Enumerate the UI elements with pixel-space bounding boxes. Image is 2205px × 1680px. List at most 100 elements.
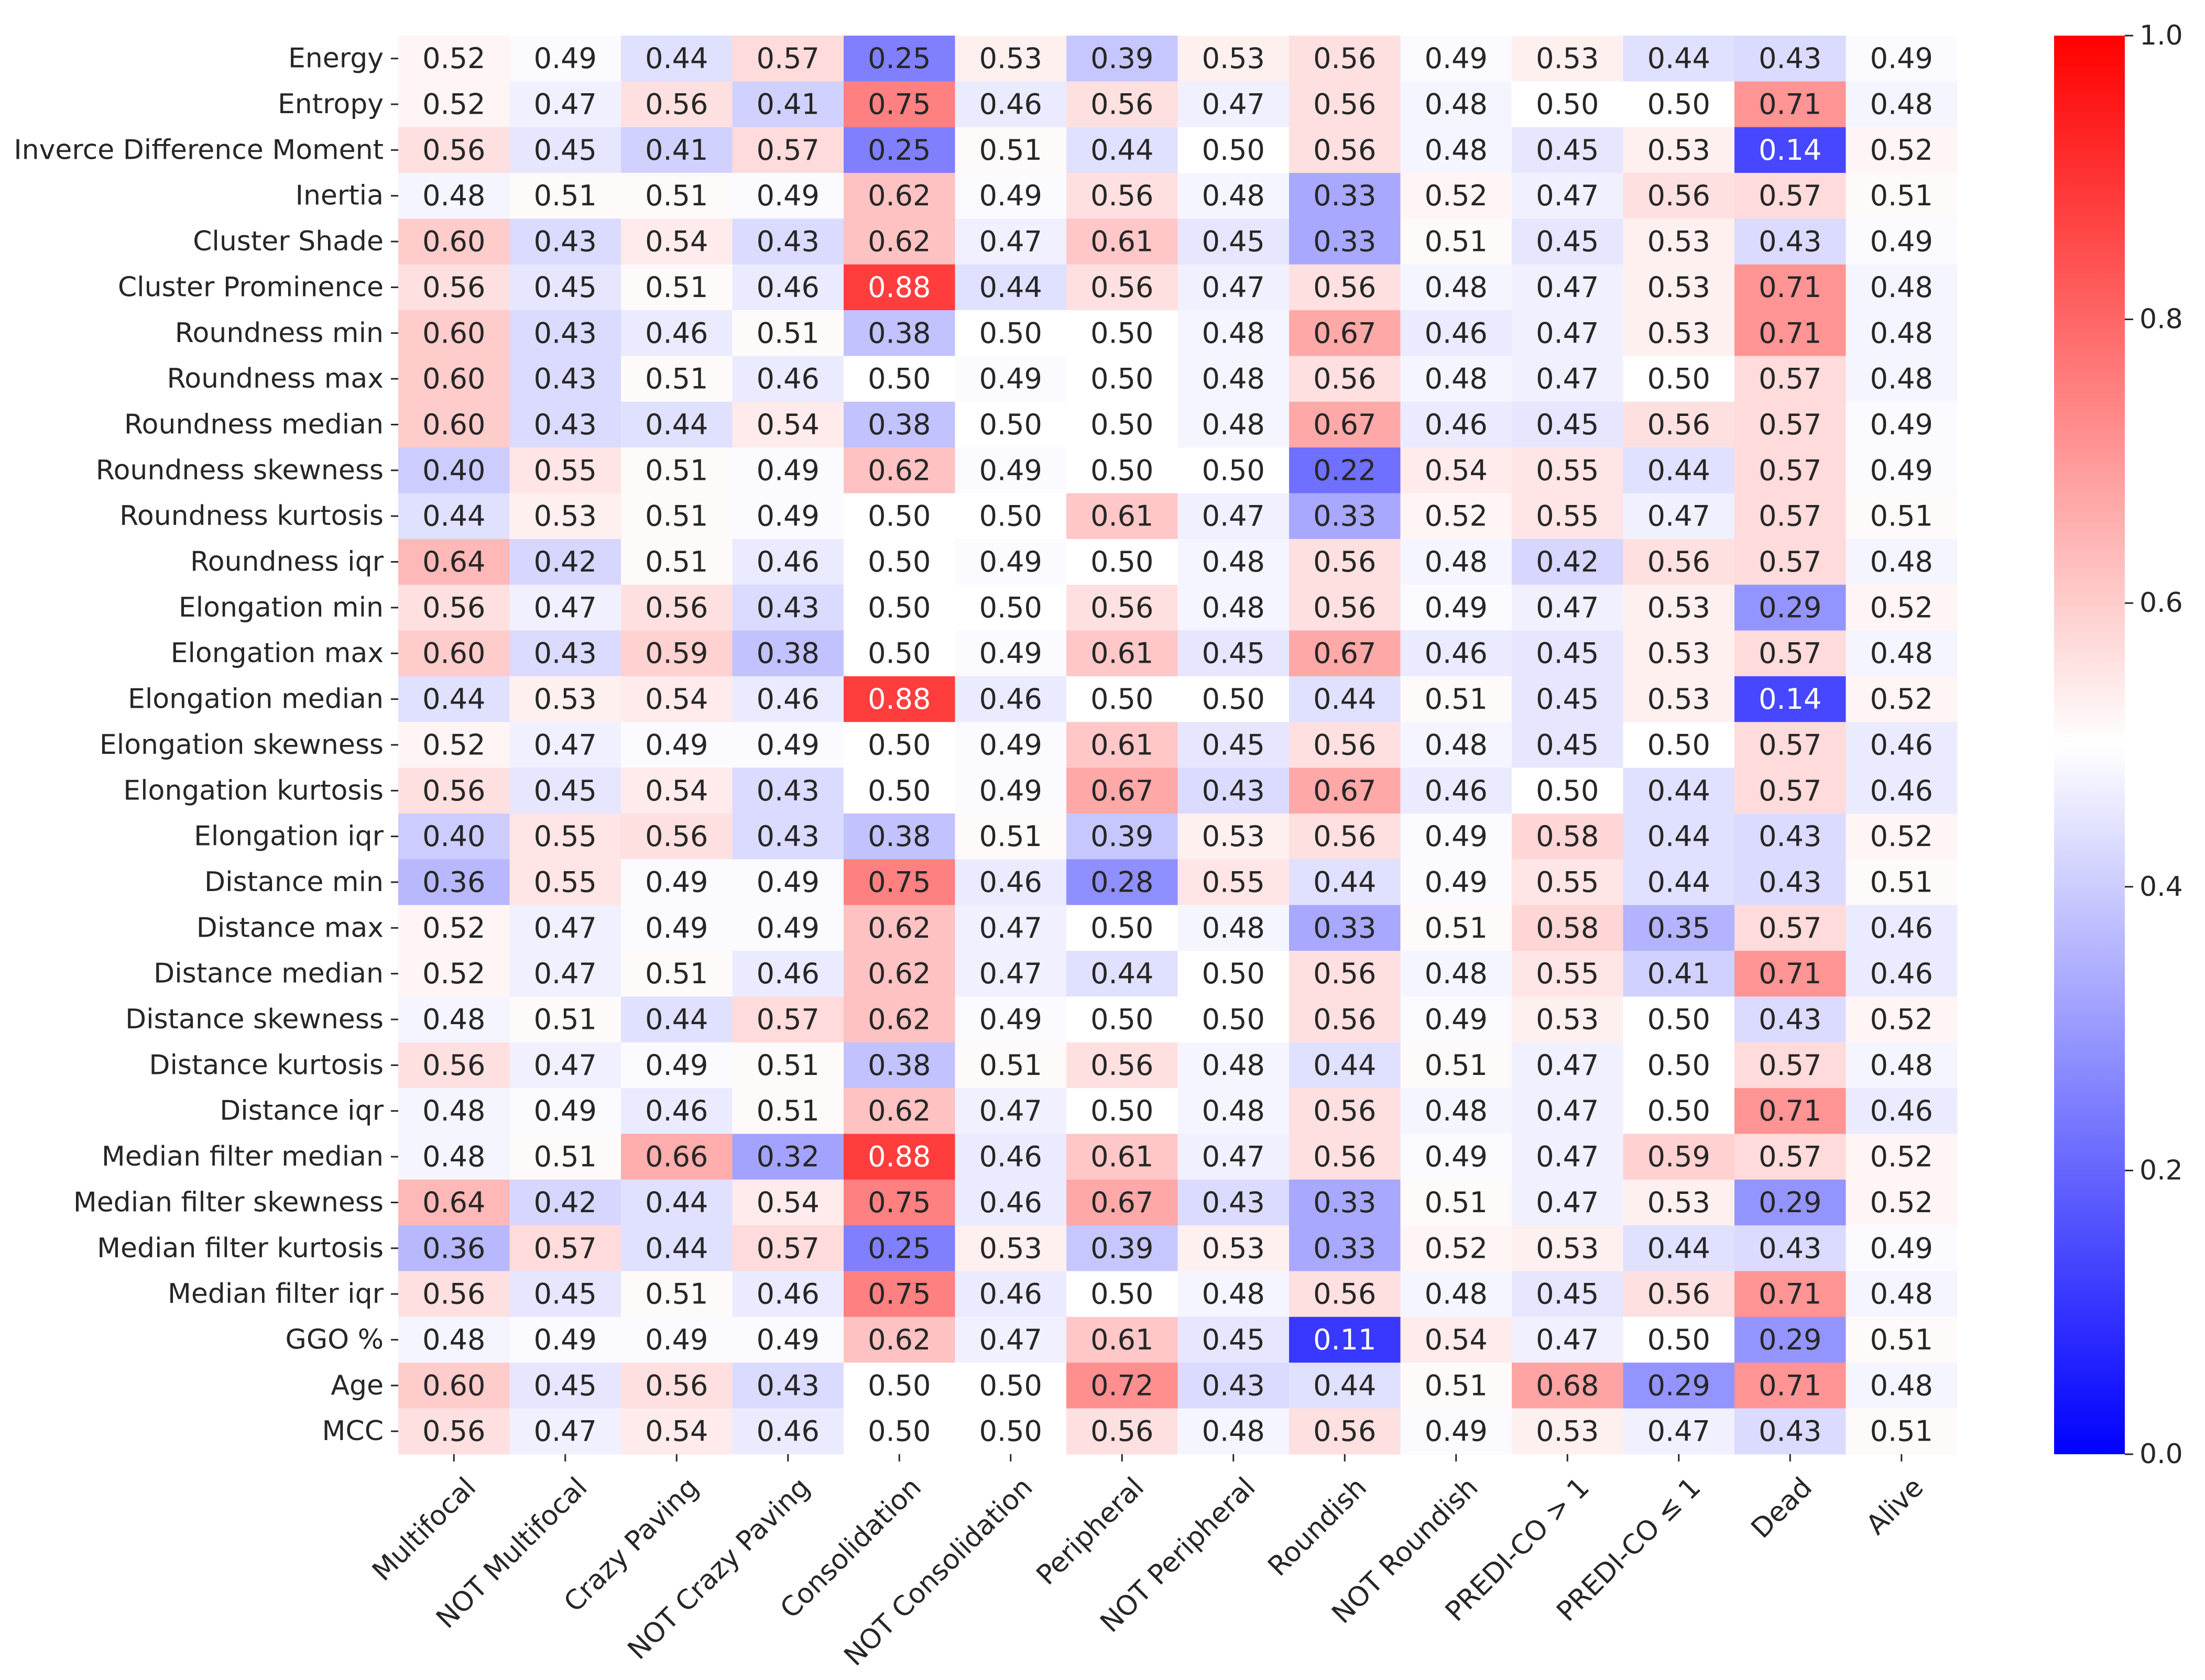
- heatmap-cell: [1066, 36, 1178, 82]
- heatmap-cell: [1623, 127, 1735, 173]
- cell-value-label: 0.46: [757, 1415, 820, 1448]
- cell-value-label: 0.40: [422, 454, 485, 487]
- heatmap-cell: [1623, 905, 1735, 951]
- cell-value-label: 0.45: [534, 1369, 597, 1402]
- column-label: Multifocal: [366, 1472, 482, 1587]
- cell-value-label: 0.33: [1313, 912, 1376, 945]
- cell-value-label: 0.51: [1425, 225, 1488, 258]
- heatmap-cell: [1289, 1363, 1401, 1409]
- cell-value-label: 0.29: [1759, 591, 1821, 624]
- heatmap-cell: [509, 630, 621, 677]
- heatmap-cell: [509, 1408, 621, 1455]
- heatmap-cell: [1846, 951, 1958, 997]
- heatmap-cell: [1400, 493, 1512, 540]
- heatmap-cell: [1623, 1088, 1735, 1134]
- heatmap-cell: [1734, 81, 1847, 128]
- row-label: Roundness min: [175, 317, 384, 349]
- cell-value-label: 0.55: [1536, 454, 1599, 487]
- row-label: Elongation max: [171, 638, 384, 669]
- heatmap-cell: [1734, 1271, 1847, 1317]
- heatmap-cell: [1289, 127, 1401, 173]
- heatmap-cell: [844, 1088, 956, 1134]
- heatmap-cell: [1066, 585, 1178, 631]
- heatmap-cell: [732, 1225, 844, 1272]
- cell-value-label: 0.67: [1090, 774, 1153, 807]
- row-label: Distance skewness: [125, 1004, 384, 1035]
- heatmap-cell: [1512, 767, 1624, 814]
- heatmap-cell: [844, 493, 956, 540]
- cell-value-label: 0.57: [1759, 500, 1821, 533]
- heatmap-cell: [732, 1316, 844, 1363]
- heatmap-cell: [732, 401, 844, 448]
- heatmap-cell: [1512, 539, 1624, 585]
- cell-value-label: 0.33: [1313, 225, 1376, 258]
- cell-value-label: 0.49: [979, 728, 1042, 761]
- heatmap-cell: [1066, 1363, 1178, 1409]
- cell-value-label: 0.51: [1870, 500, 1933, 533]
- heatmap-cell: [509, 539, 621, 585]
- heatmap-cell: [1846, 310, 1958, 357]
- heatmap-cell: [621, 493, 733, 540]
- cell-value-label: 0.52: [1870, 1140, 1933, 1173]
- heatmap-cell: [1512, 356, 1624, 402]
- heatmap-cell: [398, 676, 510, 722]
- cell-value-label: 0.50: [1090, 683, 1153, 716]
- cell-value-label: 0.48: [1870, 637, 1933, 670]
- heatmap-cell: [509, 493, 621, 540]
- heatmap-cell: [1066, 813, 1178, 860]
- cell-value-label: 0.50: [1647, 363, 1710, 396]
- heatmap-cell: [1400, 356, 1512, 402]
- cell-value-label: 0.56: [645, 591, 708, 624]
- cell-value-label: 0.50: [868, 363, 931, 396]
- heatmap-cell: [1734, 813, 1847, 860]
- heatmap-cell: [955, 1225, 1067, 1272]
- cell-value-label: 0.49: [979, 454, 1042, 487]
- cell-value-label: 0.44: [422, 500, 485, 533]
- cell-value-label: 0.48: [422, 179, 485, 212]
- cell-value-label: 0.48: [1202, 1415, 1265, 1448]
- cell-value-label: 0.51: [645, 500, 708, 533]
- heatmap-cell: [1066, 630, 1178, 677]
- heatmap-cell: [1400, 539, 1512, 585]
- heatmap-cell: [1066, 1179, 1178, 1226]
- heatmap-cell: [1066, 447, 1178, 494]
- heatmap-cell: [844, 36, 956, 82]
- heatmap-cell: [1177, 1363, 1290, 1409]
- cell-value-label: 0.53: [1647, 134, 1710, 167]
- heatmap-cell: [955, 1363, 1067, 1409]
- heatmap-cell: [1400, 722, 1512, 768]
- cell-value-label: 0.57: [534, 1232, 597, 1265]
- heatmap-cell: [398, 1088, 510, 1134]
- colorbar-ticks: 0.0 0.2 0.4 0.6 0.8 1.0: [2125, 20, 2183, 1470]
- heatmap-cell: [1734, 905, 1847, 951]
- heatmap-cell: [621, 1408, 733, 1455]
- cell-value-label: 0.50: [979, 408, 1042, 441]
- heatmap-cell: [398, 767, 510, 814]
- cell-value-label: 0.51: [757, 316, 820, 349]
- heatmap-cell: [1400, 173, 1512, 219]
- cell-value-label: 0.51: [645, 179, 708, 212]
- heatmap-cell: [732, 81, 844, 128]
- row-label: Elongation skewness: [100, 729, 384, 761]
- row-label: Median filter iqr: [168, 1278, 384, 1310]
- heatmap-cell: [1066, 1316, 1178, 1363]
- heatmap-cell: [844, 539, 956, 585]
- cell-value-label: 0.55: [1536, 500, 1599, 533]
- heatmap-cell: [1066, 905, 1178, 951]
- cell-value-label: 0.71: [1759, 1369, 1821, 1402]
- cell-value-label: 0.47: [1536, 1049, 1599, 1082]
- cell-value-label: 0.56: [1313, 363, 1376, 396]
- heatmap-cell: [1066, 1134, 1178, 1180]
- cell-value-label: 0.56: [1313, 820, 1376, 853]
- cell-value-label: 0.48: [1870, 88, 1933, 121]
- row-label: MCC: [322, 1415, 384, 1447]
- cell-value-label: 0.42: [534, 1186, 597, 1219]
- heatmap-cell: [398, 401, 510, 448]
- heatmap-cell: [1734, 447, 1847, 494]
- cell-value-label: 0.43: [1759, 820, 1821, 853]
- heatmap-cell: [1177, 173, 1290, 219]
- heatmap-cell: [621, 722, 733, 768]
- cell-value-label: 0.49: [757, 1323, 820, 1356]
- heatmap-cell: [1289, 813, 1401, 860]
- cell-value-label: 0.60: [422, 637, 485, 670]
